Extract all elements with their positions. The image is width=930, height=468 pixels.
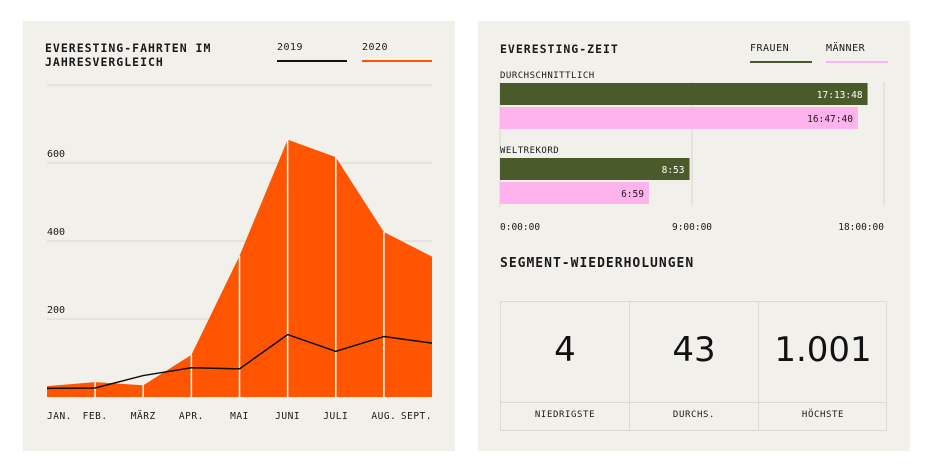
y-tick-label-200: 200 bbox=[47, 305, 65, 316]
group-label-1: WELTREKORD bbox=[500, 146, 559, 156]
group-label-0: DURCHSCHNITTLICH bbox=[500, 71, 595, 81]
x-tick-label-7: AUG. bbox=[371, 411, 396, 422]
legend-2019-label: 2019 bbox=[277, 42, 304, 53]
x-tick-label-0: 0:00:00 bbox=[500, 222, 540, 233]
y-tick-label-600: 600 bbox=[47, 149, 65, 160]
stat-average-value: 43 bbox=[672, 330, 716, 370]
stat-lowest: 4 NIEDRIGSTE bbox=[501, 302, 629, 430]
stat-lowest-value: 4 bbox=[554, 330, 576, 370]
x-tick-label-4: MAI bbox=[230, 411, 249, 422]
y-tick-label-400: 400 bbox=[47, 227, 65, 238]
bar-0-1 bbox=[500, 107, 858, 129]
legend-maenner-label: MÄNNER bbox=[826, 43, 866, 54]
legend-2019-line bbox=[277, 60, 347, 62]
bar-label-1-1: 6:59 bbox=[621, 189, 644, 200]
x-tick-label-1: FEB. bbox=[83, 411, 108, 422]
stat-lowest-label: NIEDRIGSTE bbox=[534, 410, 596, 420]
x-tick-label-8: SEPT. bbox=[401, 411, 432, 422]
x-tick-label-5: JUNI bbox=[275, 411, 300, 422]
stat-average: 43 DURCHS. bbox=[629, 302, 759, 430]
bar-0-0 bbox=[500, 83, 868, 105]
bar-label-1-0: 8:53 bbox=[662, 165, 685, 176]
line-2019 bbox=[46, 333, 433, 390]
x-tick-label-3: APR. bbox=[179, 411, 204, 422]
x-tick-label-2: 18:00:00 bbox=[838, 222, 884, 233]
everesting-panel: EVERESTING-ZEIT FRAUEN MÄNNER DURCHSCHNI… bbox=[478, 21, 910, 451]
legend-frauen-line bbox=[750, 61, 812, 63]
x-tick-label-6: JULI bbox=[323, 411, 348, 422]
legend-frauen-label: FRAUEN bbox=[750, 43, 790, 54]
bar-label-0-0: 17:13:48 bbox=[817, 90, 863, 101]
rides-comparison-panel: EVERESTING-FAHRTEN IM JAHRESVERGLEICH 20… bbox=[23, 21, 455, 451]
time-chart-title: EVERESTING-ZEIT bbox=[500, 42, 619, 56]
stats-divider bbox=[501, 402, 886, 403]
rides-area-chart: 200 400 600 JAN. FEB. MÄRZ APR. MAI JUNI JULI AUG.… bbox=[46, 84, 433, 422]
segments-title: SEGMENT-WIEDERHOLUNGEN bbox=[500, 256, 695, 271]
bar-label-0-1: 16:47:40 bbox=[807, 114, 853, 125]
bar-1-1 bbox=[500, 182, 649, 204]
legend-2020-label: 2020 bbox=[362, 42, 389, 53]
segments-stats: 4 NIEDRIGSTE 43 DURCHS. 1.001 HÖCHSTE bbox=[500, 301, 887, 431]
bar-1-0 bbox=[500, 158, 690, 180]
stat-highest-label: HÖCHSTE bbox=[801, 410, 845, 420]
rides-chart-title: EVERESTING-FAHRTEN IM JAHRESVERGLEICH bbox=[45, 41, 212, 69]
stat-highest-value: 1.001 bbox=[774, 330, 872, 370]
legend-2020-line bbox=[362, 60, 432, 62]
x-tick-label-0: JAN. bbox=[47, 411, 72, 422]
x-tick-label-1: 9:00:00 bbox=[672, 222, 712, 233]
x-tick-label-2: MÄRZ bbox=[131, 411, 156, 422]
time-bar-chart: DURCHSCHNITTLICH 17:13:48 16:47:40 WELTREKO… bbox=[499, 71, 885, 233]
legend-maenner-line bbox=[826, 61, 888, 63]
stat-average-label: DURCHS. bbox=[672, 410, 716, 420]
stat-highest: 1.001 HÖCHSTE bbox=[759, 302, 887, 430]
